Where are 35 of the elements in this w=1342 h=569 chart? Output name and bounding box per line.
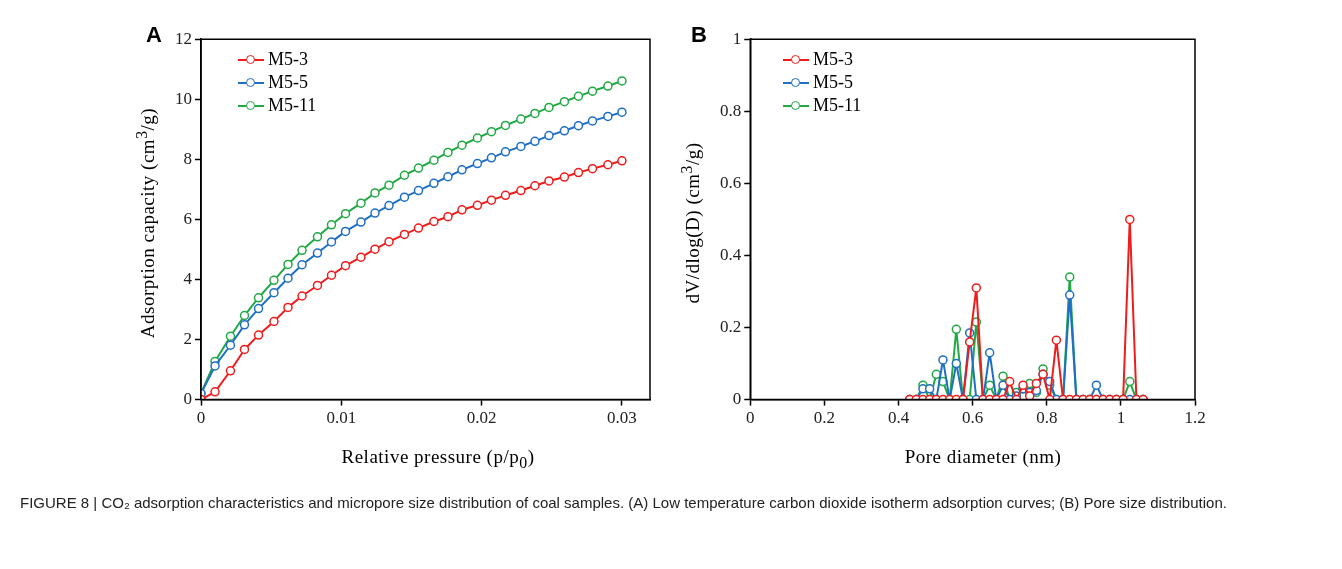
x-tick-label: 0.03 [607, 408, 637, 428]
y-tick-label: 0.2 [720, 316, 742, 336]
x-tick-label: 0.8 [1036, 408, 1058, 428]
x-tick-label: 0 [746, 408, 755, 428]
legend-label: M5-3 [268, 49, 308, 70]
y-tick-label: 6 [183, 208, 192, 228]
legend-label: M5-5 [268, 72, 308, 93]
text: A [146, 22, 162, 48]
y-tick-label: 4 [183, 268, 193, 288]
y-tick-label: 8 [183, 148, 192, 168]
x-tick-label: 0.6 [962, 408, 984, 428]
legend-label: M5-11 [268, 95, 317, 116]
y-tick-label: 0.4 [720, 244, 742, 264]
x-tick-label: 1.2 [1184, 408, 1206, 428]
x-tick-label: 0.01 [326, 408, 357, 428]
x-tick-label: 0.2 [813, 408, 835, 428]
legend-label: M5-3 [813, 49, 853, 70]
y-tick-label: 0 [732, 389, 742, 409]
y-tick-label: 10 [175, 88, 192, 108]
x-tick-label: 1 [1116, 408, 1126, 428]
legend-label: M5-5 [813, 72, 853, 93]
caption: FIGURE 8 | CO₂ adsorption characteristics and micropore size distribution of coal samples. (A) Low temperature carbon dioxide isotherm adsorption curves; (B) Pore size distribution. [20, 493, 1228, 513]
y-tick-label: 0 [183, 389, 192, 409]
y-tick-label: 12 [175, 28, 192, 48]
y-tick-label: 0.6 [720, 172, 742, 192]
y-tick-label: 2 [183, 329, 192, 348]
text: B [691, 22, 707, 48]
x-axis-title: Relative pressure (p/p$_{0}$) [340, 446, 536, 472]
x-tick-label: 0.02 [466, 408, 497, 428]
x-axis-title: Pore diameter (nm) [903, 446, 1063, 468]
y-tick-label: 1 [732, 28, 742, 48]
legend-label: M5-11 [813, 95, 862, 116]
x-tick-label: 0.4 [887, 408, 910, 428]
y-tick-label: 0.8 [720, 100, 742, 120]
x-tick-label: 0 [196, 408, 206, 428]
